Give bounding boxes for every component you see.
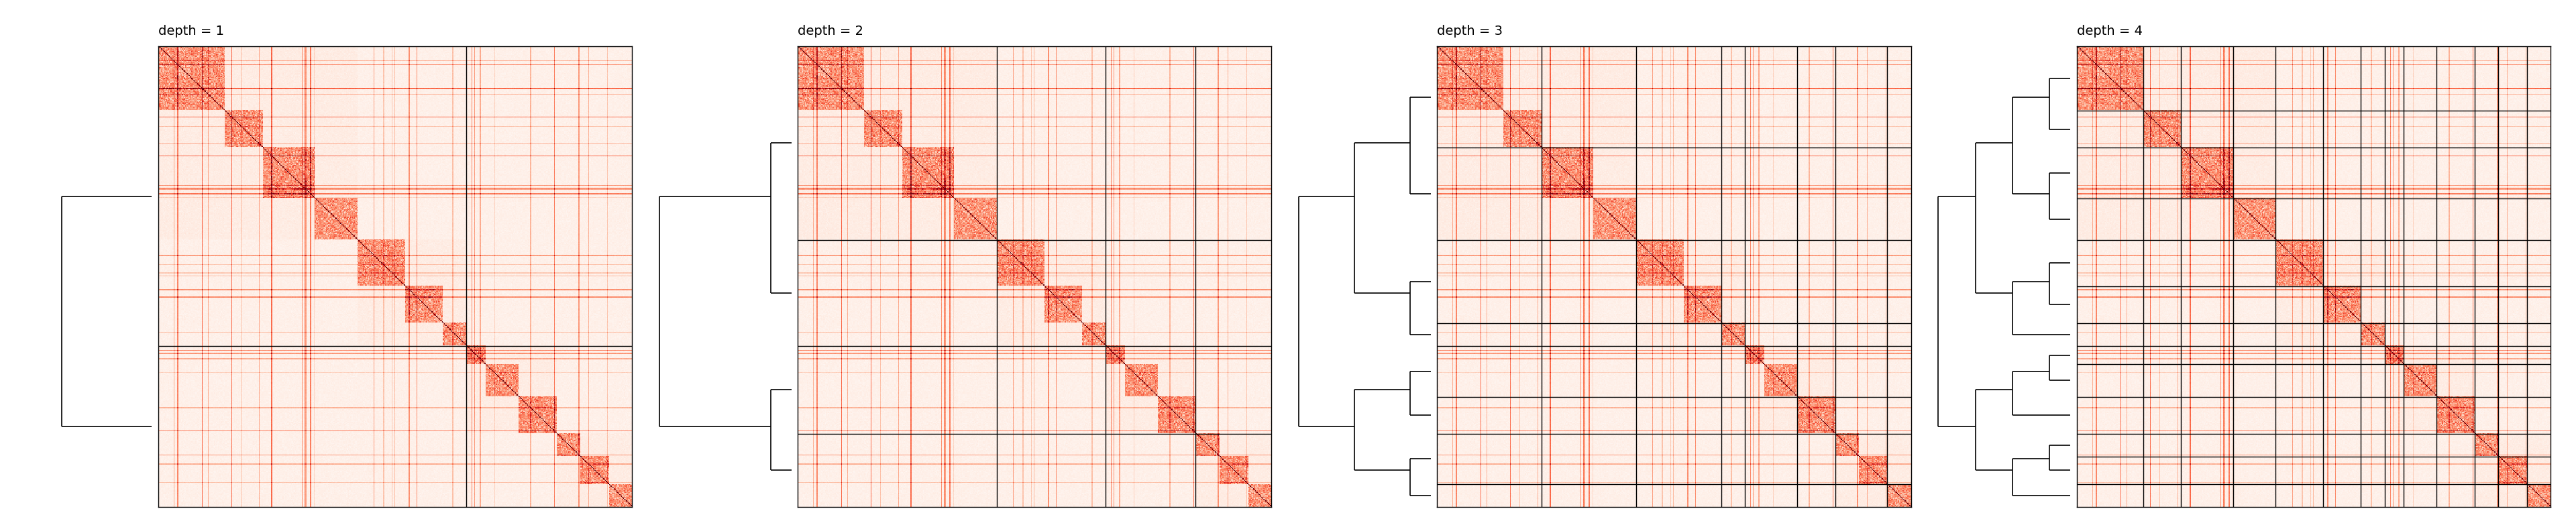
Text: depth = 1: depth = 1 xyxy=(157,25,224,38)
Text: depth = 3: depth = 3 xyxy=(1437,25,1502,38)
Text: depth = 2: depth = 2 xyxy=(799,25,863,38)
Text: depth = 4: depth = 4 xyxy=(2076,25,2143,38)
